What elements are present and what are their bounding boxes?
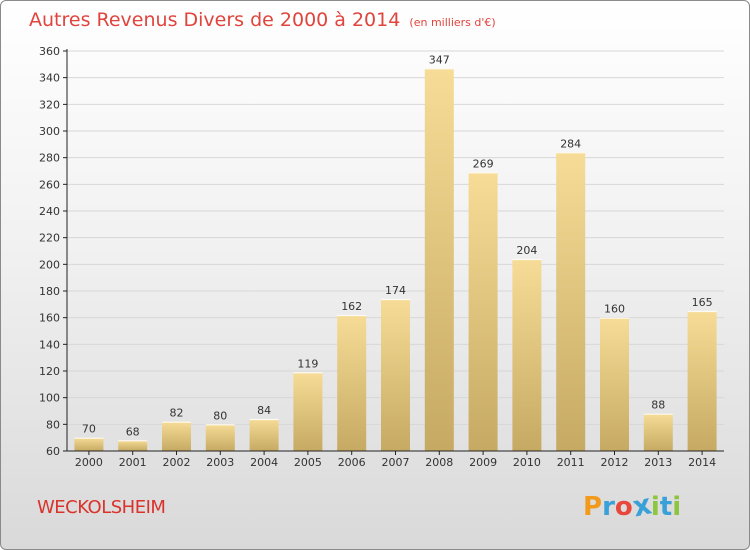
- y-tick-label: 220: [39, 232, 60, 245]
- logo-letter: r: [602, 492, 615, 522]
- bar-value-label: 204: [516, 244, 537, 257]
- bar-value-label: 162: [341, 300, 362, 313]
- y-tick-label: 320: [39, 98, 60, 111]
- bar-value-label: 82: [170, 407, 184, 420]
- bar-value-label: 68: [126, 425, 140, 438]
- bar-value-label: 165: [692, 296, 713, 309]
- bar-value-label: 269: [473, 157, 494, 170]
- logo-letter: o: [614, 492, 633, 522]
- y-tick-label: 280: [39, 152, 60, 165]
- y-tick-label: 160: [39, 312, 60, 325]
- x-tick-label: 2001: [119, 456, 147, 469]
- bar-value-label: 70: [82, 423, 96, 436]
- bar-value-label: 160: [604, 303, 625, 316]
- bar-value-label: 284: [560, 137, 581, 150]
- bars-layer: [74, 68, 717, 452]
- y-tick-label: 80: [46, 418, 60, 431]
- y-tick-label: 340: [39, 72, 60, 85]
- unit-note: (en milliers d'€): [409, 16, 496, 29]
- x-tick-label: 2009: [469, 456, 497, 469]
- bar-value-label: 88: [651, 399, 665, 412]
- y-tick-label: 260: [39, 178, 60, 191]
- bar: [687, 311, 717, 451]
- bar: [293, 372, 323, 451]
- x-tick-label: 2004: [250, 456, 278, 469]
- labels-layer: 70 68 82 80 84 119 162 174 347 269 204 284 160 88 165: [82, 53, 713, 438]
- bar: [205, 424, 235, 451]
- bar-value-label: 80: [213, 409, 227, 422]
- bar: [337, 315, 367, 451]
- bar: [249, 419, 279, 451]
- bar: [600, 317, 629, 451]
- bar: [74, 437, 104, 451]
- y-tick-label: 100: [39, 392, 60, 405]
- x-tick-label: 2011: [557, 456, 585, 469]
- bar: [424, 68, 454, 451]
- x-tick-label: 2013: [644, 456, 672, 469]
- x-tick-label: 2003: [206, 456, 234, 469]
- bar: [118, 440, 148, 451]
- y-tick-label: 200: [39, 258, 60, 271]
- x-tick-label: 2012: [601, 456, 629, 469]
- location-name: WECKOLSHEIM: [37, 497, 166, 518]
- bar-value-label: 347: [429, 53, 450, 66]
- x-tick-label: 2014: [688, 456, 716, 469]
- proxiti-logo: Proxiti: [583, 487, 682, 523]
- y-tick-label: 300: [39, 125, 60, 138]
- y-tick-label: 120: [39, 365, 60, 378]
- logo-letter: i: [650, 492, 660, 522]
- logo-letter: P: [583, 492, 603, 522]
- bar: [162, 421, 191, 451]
- title-text: Autres Revenus Divers de 2000 à 2014: [29, 9, 401, 31]
- chart-title: Autres Revenus Divers de 2000 à 2014 (en…: [29, 9, 496, 31]
- x-tick-label: 2010: [513, 456, 541, 469]
- y-tick-label: 60: [46, 445, 60, 458]
- bar: [512, 259, 542, 451]
- y-tick-label: 240: [39, 205, 60, 218]
- x-tick-label: 2007: [382, 456, 410, 469]
- x-tick-label: 2006: [338, 456, 366, 469]
- bar: [468, 172, 498, 452]
- y-tick-label: 140: [39, 338, 60, 351]
- logo-letter: t: [659, 492, 673, 522]
- x-tick-label: 2005: [294, 456, 322, 469]
- bar: [381, 299, 410, 451]
- y-tick-label: 360: [39, 45, 60, 58]
- axis-layer: 60 80 100 120 140 160 180 200 220 240 260 280 300 320…: [39, 45, 724, 469]
- bar: [643, 413, 673, 451]
- x-tick-label: 2002: [163, 456, 191, 469]
- x-tick-label: 2000: [75, 456, 103, 469]
- y-tick-label: 180: [39, 285, 60, 298]
- bar-value-label: 174: [385, 284, 406, 297]
- x-tick-label: 2008: [425, 456, 453, 469]
- bar: [556, 152, 586, 452]
- bar-value-label: 84: [257, 404, 271, 417]
- bar-value-label: 119: [297, 357, 318, 370]
- logo-letter: i: [672, 492, 682, 522]
